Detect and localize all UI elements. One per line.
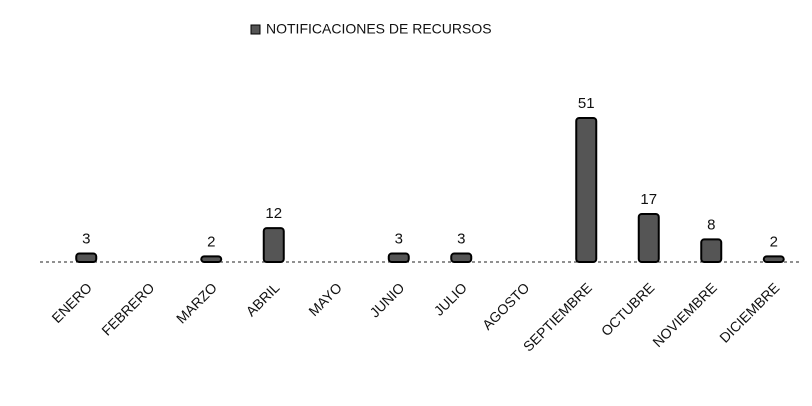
bar <box>262 227 285 263</box>
x-tick-label: NOVIEMBRE <box>649 279 720 350</box>
x-tick-label: ENERO <box>48 279 95 326</box>
bar <box>387 252 410 264</box>
x-tick-label: OCTUBRE <box>598 279 658 339</box>
data-label: 8 <box>707 216 715 233</box>
x-tick-label: JULIO <box>431 279 470 318</box>
x-tick-label: ABRIL <box>243 279 283 319</box>
x-tick-label: AGOSTO <box>479 279 533 333</box>
data-label: 2 <box>770 233 778 250</box>
bar <box>700 238 723 263</box>
data-label: 12 <box>265 205 282 222</box>
legend-swatch <box>250 24 261 35</box>
legend-label: NOTIFICACIONES DE RECURSOS <box>266 21 492 37</box>
bar <box>75 252 98 264</box>
bar <box>200 255 223 263</box>
data-label: 3 <box>395 230 403 247</box>
data-label: 3 <box>457 230 465 247</box>
x-tick-label: JUNIO <box>366 279 407 320</box>
data-label: 51 <box>578 95 595 112</box>
x-tick-label: DICIEMBRE <box>716 279 782 345</box>
data-label: 3 <box>82 230 90 247</box>
x-tick-label: MARZO <box>173 279 220 326</box>
data-label: 17 <box>640 191 657 208</box>
x-tick-label: FEBRERO <box>98 279 157 338</box>
bar <box>637 213 660 263</box>
x-tick-label: MAYO <box>305 279 345 319</box>
data-label: 2 <box>207 233 215 250</box>
bar <box>762 255 785 263</box>
bar <box>450 252 473 264</box>
bar <box>575 117 598 263</box>
